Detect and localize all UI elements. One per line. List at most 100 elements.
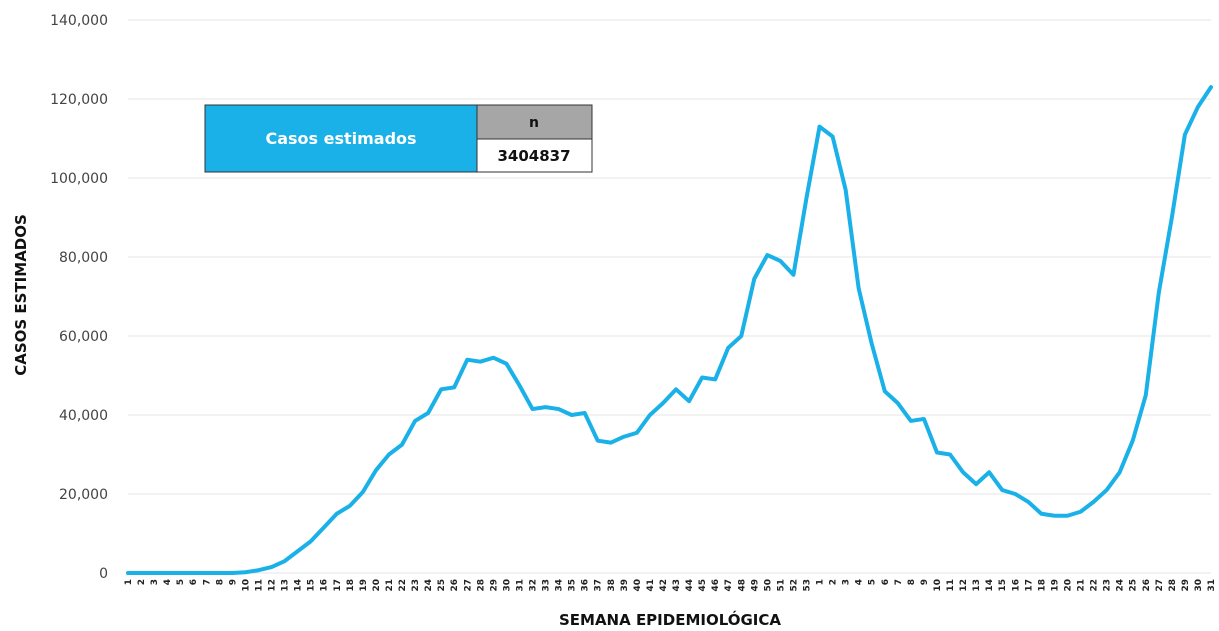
x-tick-label: 49 <box>750 579 760 592</box>
series-line <box>126 85 1213 575</box>
x-tick-label: 35 <box>568 579 578 592</box>
x-tick-label: 27 <box>1155 579 1165 592</box>
x-tick-label: 6 <box>189 579 199 585</box>
x-tick-label: 52 <box>789 579 799 592</box>
x-tick-label: 13 <box>972 579 982 592</box>
legend-value-cell <box>476 138 593 173</box>
x-tick-label: 1 <box>816 579 826 585</box>
x-tick-label: 37 <box>594 579 604 592</box>
x-tick-label: 20 <box>1063 579 1073 592</box>
x-tick-label: 26 <box>1142 579 1152 592</box>
series-line-layer <box>126 85 1213 575</box>
x-axis-ticks: 1 2 3 4 5 6 7 8 9 10 11 12 13 14 15 16 17 18 19 20 21 22 23 24 2… <box>124 579 1217 592</box>
x-tick-label: 51 <box>776 579 786 592</box>
x-tick-label: 30 <box>1194 579 1204 592</box>
x-tick-label: 34 <box>555 579 565 592</box>
x-tick-label: 43 <box>672 579 682 592</box>
x-tick-label: 14 <box>294 579 304 592</box>
x-tick-label: 14 <box>985 579 995 592</box>
x-tick-label: 15 <box>307 579 317 592</box>
x-tick-label: 4 <box>163 579 173 585</box>
x-tick-label: 39 <box>620 579 630 592</box>
x-tick-label: 10 <box>933 579 943 592</box>
x-tick-label: 1 <box>124 579 134 585</box>
legend-label: Casos estimados <box>265 129 416 148</box>
x-tick-label: 32 <box>528 579 538 592</box>
y-tick-label: 80,000 <box>59 250 108 266</box>
x-tick-label: 11 <box>946 579 956 592</box>
x-tick-label: 2 <box>829 579 839 585</box>
legend-value: 3404837 <box>497 147 570 165</box>
x-tick-label: 19 <box>359 579 369 592</box>
x-tick-label: 27 <box>463 579 473 592</box>
x-tick-label: 16 <box>1011 579 1021 592</box>
x-tick-label: 5 <box>176 579 186 585</box>
legend-table: Casos estimados n 3404837 <box>204 104 593 173</box>
x-tick-label: 42 <box>659 579 669 592</box>
x-tick-label: 3 <box>150 579 160 585</box>
x-tick-label: 12 <box>959 579 969 592</box>
y-tick-label: 0 <box>99 566 108 582</box>
x-tick-label: 23 <box>411 579 421 592</box>
x-tick-label: 25 <box>437 579 447 592</box>
x-tick-label: 31 <box>1207 579 1217 592</box>
y-tick-label: 120,000 <box>50 92 108 108</box>
x-tick-label: 21 <box>385 579 395 592</box>
x-tick-label: 23 <box>1103 579 1113 592</box>
x-tick-label: 38 <box>607 579 617 592</box>
x-tick-label: 47 <box>724 579 734 592</box>
x-tick-label: 26 <box>450 579 460 592</box>
x-tick-label: 29 <box>1181 579 1191 592</box>
x-tick-label: 50 <box>763 579 773 592</box>
x-tick-label: 28 <box>476 579 486 592</box>
x-tick-label: 22 <box>398 579 408 592</box>
x-tick-label: 22 <box>1090 579 1100 592</box>
y-tick-label: 40,000 <box>59 408 108 424</box>
x-tick-label: 48 <box>737 579 747 592</box>
x-tick-label: 18 <box>1037 579 1047 592</box>
y-axis-title: CASOS ESTIMADOS <box>12 214 30 376</box>
x-tick-label: 45 <box>698 579 708 592</box>
x-tick-label: 11 <box>254 579 264 592</box>
x-tick-label: 8 <box>907 579 917 585</box>
x-tick-label: 28 <box>1168 579 1178 592</box>
x-tick-label: 30 <box>502 579 512 592</box>
x-tick-label: 9 <box>228 579 238 585</box>
x-tick-label: 15 <box>998 579 1008 592</box>
x-tick-label: 20 <box>372 579 382 592</box>
x-tick-label: 8 <box>215 579 225 585</box>
y-axis-ticks: 0 20,000 40,000 60,000 80,000 100,000 120,000 1… <box>50 13 108 582</box>
x-tick-label: 33 <box>542 579 552 592</box>
x-tick-label: 12 <box>268 579 278 592</box>
x-tick-label: 17 <box>333 579 343 592</box>
x-tick-label: 21 <box>1077 579 1087 592</box>
x-tick-label: 18 <box>346 579 356 592</box>
y-tick-label: 140,000 <box>50 13 108 29</box>
x-tick-label: 2 <box>137 579 147 585</box>
x-tick-label: 24 <box>1116 579 1126 592</box>
x-tick-label: 41 <box>646 579 656 592</box>
x-tick-label: 7 <box>202 579 212 585</box>
x-tick-label: 4 <box>855 579 865 585</box>
x-tick-label: 10 <box>241 579 251 592</box>
x-tick-label: 40 <box>633 579 643 592</box>
x-tick-label: 19 <box>1050 579 1060 592</box>
x-tick-label: 36 <box>581 579 591 592</box>
y-tick-label: 20,000 <box>59 487 108 503</box>
x-tick-label: 24 <box>424 579 434 592</box>
x-tick-label: 3 <box>842 579 852 585</box>
x-tick-label: 29 <box>489 579 499 592</box>
y-tick-label: 60,000 <box>59 329 108 345</box>
x-tick-label: 17 <box>1024 579 1034 592</box>
x-tick-label: 25 <box>1129 579 1139 592</box>
x-tick-label: 31 <box>515 579 525 592</box>
x-tick-label: 44 <box>685 579 695 592</box>
x-tick-label: 13 <box>281 579 291 592</box>
x-tick-label: 9 <box>920 579 930 585</box>
x-tick-label: 5 <box>868 579 878 585</box>
x-tick-label: 7 <box>894 579 904 585</box>
x-tick-label: 6 <box>881 579 891 585</box>
x-axis-title: SEMANA EPIDEMIOLÓGICA <box>559 610 781 629</box>
